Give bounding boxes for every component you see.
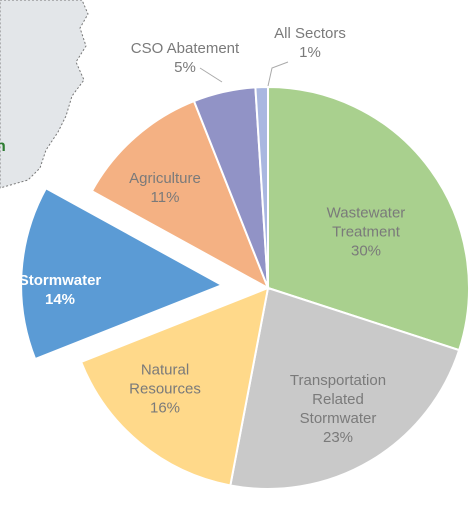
slice-label: Natural Resources 16% <box>115 361 215 418</box>
slice-label: Agriculture 11% <box>115 169 215 207</box>
category-label: Wastewater Treatment <box>326 204 406 241</box>
category-label: Stormwater <box>18 272 102 289</box>
value-label: 30% <box>350 242 382 260</box>
leader-line <box>267 61 289 87</box>
value-label: 5% <box>174 59 196 76</box>
category-label: Agriculture <box>129 170 201 187</box>
value-label: 16% <box>149 399 181 417</box>
category-label: CSO Abatement <box>130 40 240 57</box>
pie-slice <box>267 85 470 352</box>
value-label: 23% <box>322 429 354 446</box>
pie-slice <box>254 85 269 289</box>
leader-line <box>199 67 223 83</box>
map-label: n <box>0 138 6 155</box>
category-label: Natural Resources <box>129 361 201 398</box>
slice-label: Wastewater Treatment 30% <box>311 204 421 261</box>
slice-label: Transportation Related Stormwater 23% <box>283 371 393 447</box>
map-fragment <box>0 0 89 189</box>
slice-label: All Sectors 1% <box>265 24 355 62</box>
category-label: Transportation Related Stormwater <box>289 372 387 427</box>
pie-slice <box>20 186 225 361</box>
slice-label: Stormwater 14% <box>10 271 110 309</box>
value-label: 14% <box>44 291 76 308</box>
slice-label: CSO Abatement 5% <box>120 39 250 77</box>
pie-slice <box>90 99 270 291</box>
value-label: 1% <box>299 44 321 61</box>
category-label: All Sectors <box>274 25 346 42</box>
pie-slice <box>229 286 461 490</box>
value-label: 11% <box>150 189 180 206</box>
pie-slice <box>79 286 270 487</box>
